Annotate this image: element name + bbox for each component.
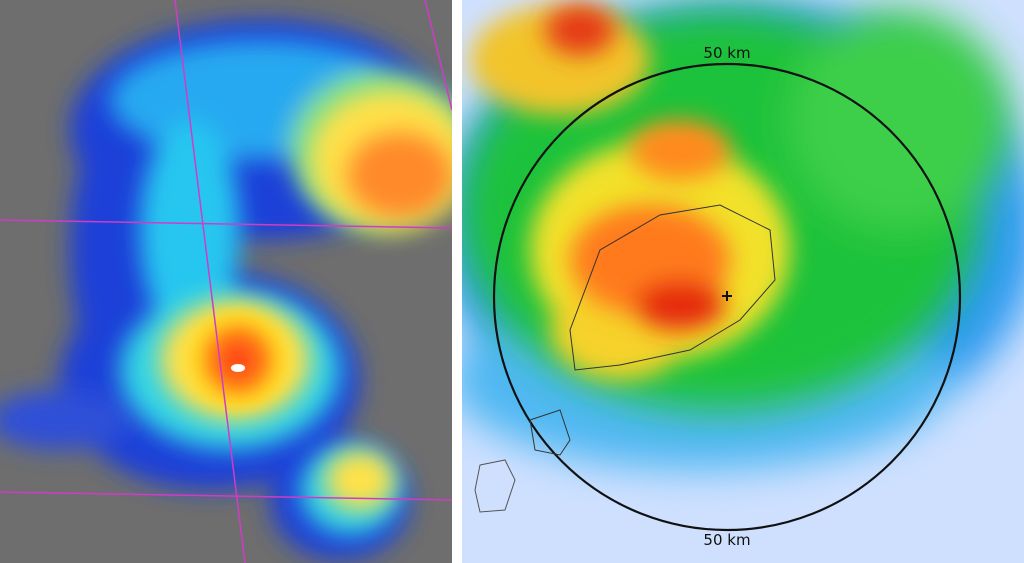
- radar-panel: 50 km 50 km: [462, 0, 1024, 563]
- range-label: 50 km: [703, 44, 750, 62]
- satellite-panel: [0, 0, 452, 563]
- range-label: 50 km: [703, 531, 750, 549]
